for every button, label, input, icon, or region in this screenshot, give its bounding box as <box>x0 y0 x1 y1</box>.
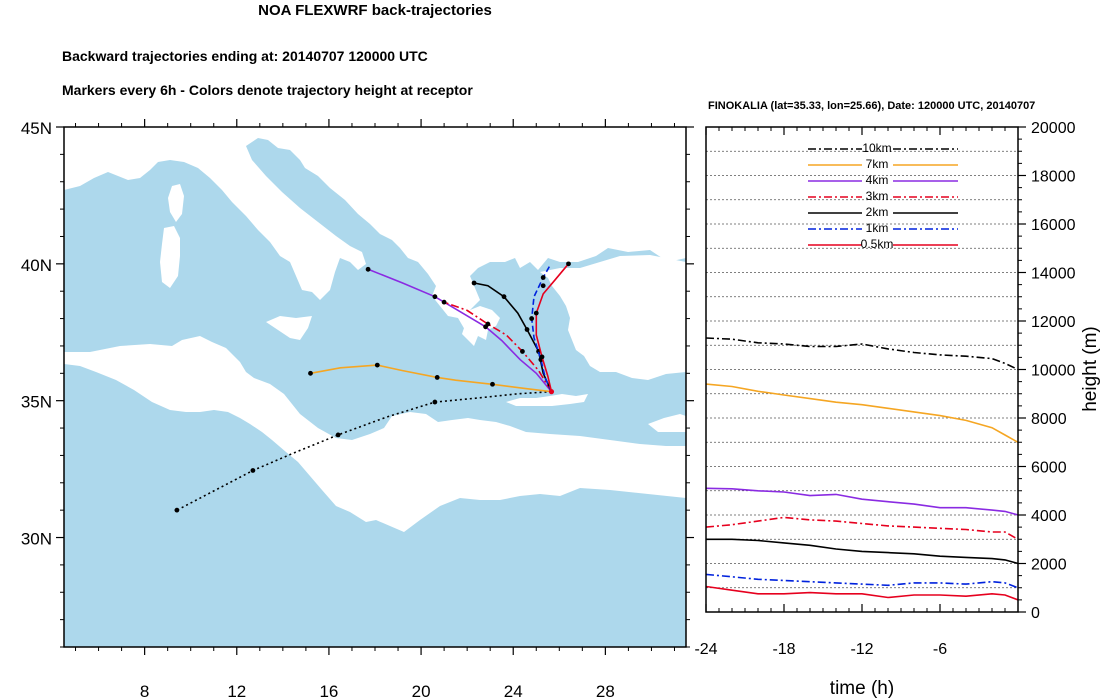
legend-label-0.5km: 0.5km <box>861 237 894 251</box>
trajectory-marker-0.5km <box>540 283 546 289</box>
height-series <box>706 337 1018 601</box>
y-tick-label: 30N <box>21 530 52 549</box>
trajectory-marker-2km <box>501 294 507 300</box>
legend-label-4km: 4km <box>866 173 889 187</box>
legend-label-1km: 1km <box>866 221 889 235</box>
series-2km <box>706 538 1018 565</box>
trajectory-marker-2km <box>471 280 477 286</box>
anatolia-land <box>540 255 686 380</box>
x-tick-label: -6 <box>933 641 947 658</box>
x-axis-label: time (h) <box>830 678 894 699</box>
trajectory-lines <box>174 261 571 513</box>
trajectory-marker-10km <box>432 399 438 405</box>
trajectory-marker-3km <box>485 321 491 327</box>
receptor-marker <box>548 389 555 395</box>
y-tick-label: 16000 <box>1031 217 1076 234</box>
trajectory-map: 8 12 16 20 24 28 30N 35N 40N 45N <box>21 119 694 700</box>
y-tick-label: 20000 <box>1031 120 1076 137</box>
y-tick-label: 40N <box>21 256 52 275</box>
europe-land <box>64 127 686 330</box>
x-tick-label: 8 <box>140 682 149 700</box>
y-tick-label: 10000 <box>1031 363 1076 380</box>
cyprus-land <box>648 414 686 432</box>
legend: 10km 7km 4km 3km 2km 1km 0.5km <box>808 141 958 251</box>
trajectory-2km <box>473 282 553 393</box>
y-tick-label: 6000 <box>1031 460 1067 477</box>
land-masses <box>64 127 686 532</box>
map-axis-ticks: 8 12 16 20 24 28 30N 35N 40N 45N <box>21 119 694 700</box>
chart-title: NOA FLEXWRF back-trajectories <box>258 2 492 19</box>
y-tick-label: 45N <box>21 119 52 138</box>
trajectory-marker-7km <box>434 375 440 380</box>
receptor-panel-title: FINOKALIA (lat=35.33, lon=25.66), Date: … <box>708 100 1036 112</box>
y-tick-label: 12000 <box>1031 314 1076 331</box>
chart-subtitle-end-time: Backward trajectories ending at: 2014070… <box>62 48 428 64</box>
height-axis-ticks: -24 -18 -12 -6 0 2000 4000 6000 8000 10000 12000 14… <box>694 120 1075 658</box>
y-tick-label: 14000 <box>1031 266 1076 283</box>
trajectory-0.5km <box>535 263 570 392</box>
x-tick-label: -24 <box>694 641 717 658</box>
x-tick-label: -12 <box>850 641 873 658</box>
y-tick-label: 18000 <box>1031 169 1076 186</box>
trajectory-marker-0.5km <box>566 261 571 267</box>
horizontal-gridlines <box>706 150 1018 589</box>
trajectory-1km <box>530 264 553 393</box>
x-tick-label: -18 <box>772 641 795 658</box>
y-axis-label: height (m) <box>1080 326 1100 412</box>
peloponnese-land <box>462 306 500 346</box>
legend-label-3km: 3km <box>866 189 889 203</box>
trajectory-marker-10km <box>174 507 180 513</box>
trajectory-marker-4km <box>432 294 438 300</box>
legend-label-2km: 2km <box>866 205 889 219</box>
series-0.5km <box>706 585 1018 601</box>
trajectory-marker-10km <box>335 432 341 438</box>
series-10km <box>706 337 1018 371</box>
series-4km <box>706 487 1018 516</box>
trajectory-marker-7km <box>308 370 313 376</box>
crete-land <box>506 394 588 406</box>
trajectory-marker-3km <box>520 349 525 354</box>
y-tick-label: 0 <box>1031 605 1040 622</box>
trajectory-3km <box>443 301 553 393</box>
legend-label-7km: 7km <box>866 157 889 171</box>
y-tick-label: 8000 <box>1031 411 1067 428</box>
trajectory-marker-7km <box>490 381 495 387</box>
trajectory-marker-4km <box>365 266 371 272</box>
chart-subtitle-markers: Markers every 6h - Colors denote traject… <box>62 82 473 98</box>
y-tick-label: 35N <box>21 393 52 412</box>
trajectory-marker-1km <box>540 275 546 280</box>
x-tick-label: 20 <box>412 682 431 700</box>
x-tick-label: 12 <box>227 682 246 700</box>
trajectory-marker-2km <box>524 327 530 332</box>
trajectory-marker-0.5km <box>539 354 545 360</box>
x-tick-label: 28 <box>596 682 615 700</box>
sardinia-land <box>160 226 180 288</box>
trajectory-marker-0.5km <box>533 310 539 316</box>
series-7km <box>706 383 1018 443</box>
y-tick-label: 4000 <box>1031 508 1067 525</box>
trajectory-marker-3km <box>441 299 447 305</box>
trajectory-marker-1km <box>529 316 535 321</box>
trajectory-marker-10km <box>250 468 256 473</box>
x-tick-label: 16 <box>319 682 338 700</box>
north-africa-land <box>64 336 686 532</box>
sicily-land <box>266 316 312 340</box>
corsica-land <box>168 184 184 222</box>
x-tick-label: 24 <box>504 682 523 700</box>
trajectory-marker-7km <box>374 362 380 368</box>
height-time-chart: -24 -18 -12 -6 0 2000 4000 6000 8000 10000 12000 14… <box>694 120 1100 699</box>
y-tick-label: 2000 <box>1031 557 1067 574</box>
legend-label-10km: 10km <box>862 141 891 155</box>
